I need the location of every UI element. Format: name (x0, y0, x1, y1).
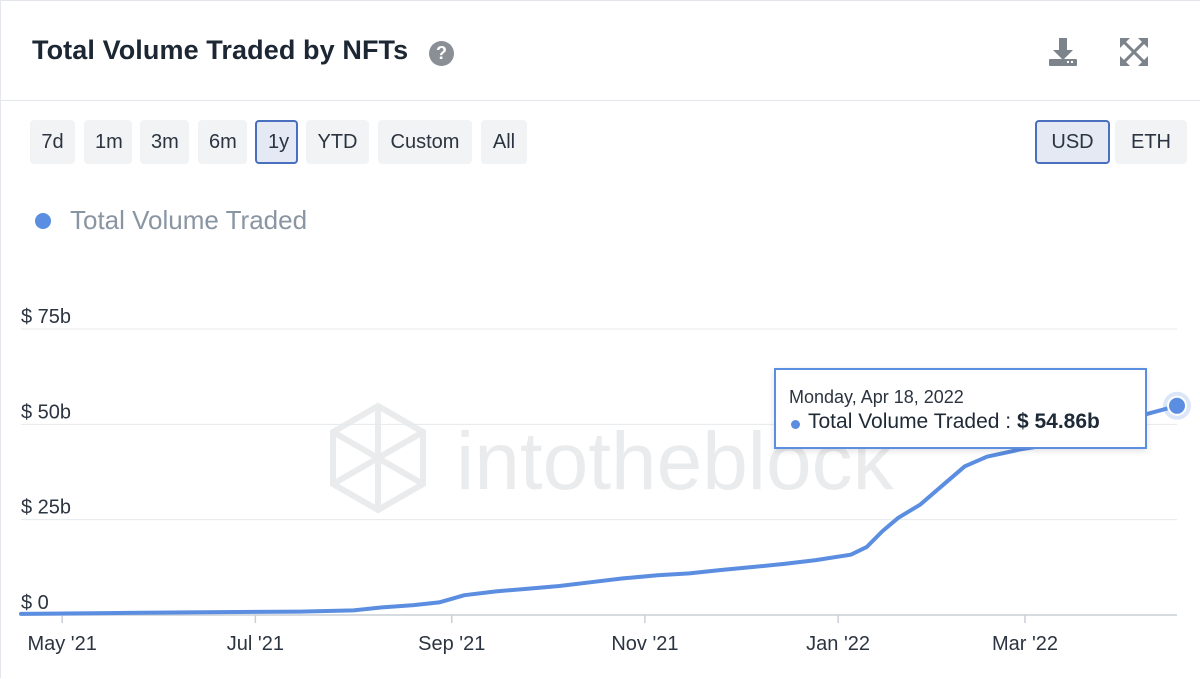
series-line-total-volume[interactable] (19, 403, 1179, 616)
legend-marker-icon[interactable] (35, 213, 51, 229)
tooltip: Monday, Apr 18, 2022 Total Volume Traded… (774, 368, 1147, 449)
y-tick-label: $ 25b (21, 497, 71, 519)
range-1m-button[interactable]: 1m (84, 120, 132, 164)
hover-point[interactable] (1167, 395, 1187, 416)
page-title: Total Volume Traded by NFTs (32, 35, 409, 65)
y-tick-label: $ 0 (21, 592, 49, 614)
x-tick-label: Nov '21 (611, 633, 678, 655)
range-custom-button[interactable]: Custom (378, 120, 472, 164)
tooltip-date: Monday, Apr 18, 2022 (789, 387, 964, 407)
download-icon[interactable] (1046, 35, 1080, 69)
help-icon[interactable]: ? (429, 41, 454, 66)
range-all-button[interactable]: All (481, 120, 527, 164)
watermark: intotheblock (330, 402, 895, 514)
tooltip-value: $ 54.86b (1016, 410, 1100, 433)
range-6m-button[interactable]: 6m (198, 120, 247, 164)
x-tick-label: May '21 (27, 633, 96, 655)
range-ytd-button[interactable]: YTD (306, 120, 369, 164)
x-tick-label: Sep '21 (418, 633, 485, 655)
tooltip-separator: : (999, 410, 1017, 433)
legend-label[interactable]: Total Volume Traded (70, 205, 308, 235)
range-7d-button[interactable]: 7d (30, 120, 75, 164)
currency-eth-button[interactable]: ETH (1115, 120, 1187, 164)
tooltip-series-line: Total Volume Traded : $ 54.86b (808, 410, 1100, 434)
x-tick-label: Jul '21 (227, 633, 284, 655)
line-chart: intotheblock $ 0 $ 25b $ 50b $ 75b May '21 J… (19, 306, 1191, 655)
card-header: Total Volume Traded by NFTs ? (1, 1, 1200, 101)
y-tick-label: $ 50b (21, 401, 71, 423)
x-tick-label: Mar '22 (992, 633, 1058, 655)
watermark-logo-icon (330, 402, 426, 514)
range-1y-button[interactable]: 1y (255, 120, 298, 164)
tooltip-series-name: Total Volume Traded (808, 410, 1000, 433)
fullscreen-icon[interactable] (1117, 35, 1151, 69)
tooltip-series-dot-icon (791, 420, 800, 429)
currency-usd-button[interactable]: USD (1035, 120, 1110, 164)
x-tick-label: Jan '22 (806, 633, 870, 655)
y-tick-label: $ 75b (21, 306, 71, 328)
range-3m-button[interactable]: 3m (140, 120, 189, 164)
